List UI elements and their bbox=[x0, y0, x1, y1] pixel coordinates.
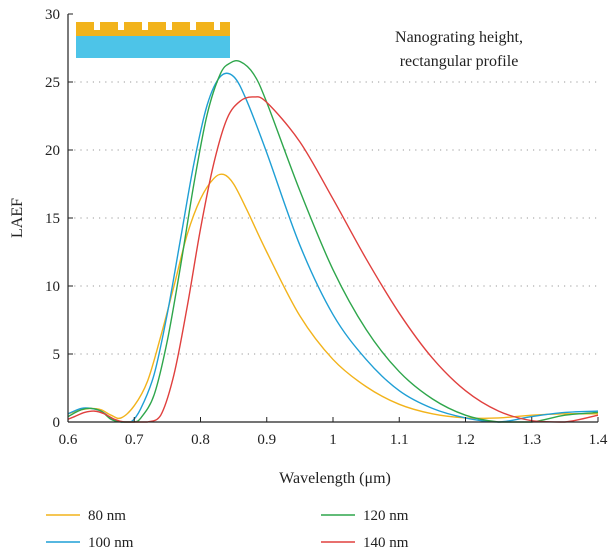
y-tick-label: 20 bbox=[45, 143, 60, 159]
annotation-line-1: Nanograting height, bbox=[395, 29, 523, 46]
x-tick-label: 1.3 bbox=[522, 432, 541, 448]
y-tick-label: 5 bbox=[53, 347, 61, 363]
annotation-line-2: rectangular profile bbox=[400, 53, 519, 70]
y-tick-label: 30 bbox=[45, 7, 60, 23]
x-tick-label: 1.2 bbox=[456, 432, 475, 448]
legend-label: 120 nm bbox=[363, 508, 409, 524]
series-line-80-nm bbox=[67, 173, 599, 420]
x-tick-label: 1.1 bbox=[390, 432, 409, 448]
x-axis-label: Wavelength (μm) bbox=[279, 470, 391, 487]
nanograting-schematic bbox=[76, 22, 230, 58]
substrate-layer bbox=[76, 36, 230, 58]
x-tick-label: 0.8 bbox=[191, 432, 210, 448]
axes bbox=[67, 13, 599, 423]
y-tick-label: 15 bbox=[45, 211, 60, 227]
series-lines bbox=[67, 59, 599, 423]
legend-label: 140 nm bbox=[363, 535, 409, 551]
x-tick-label: 1.4 bbox=[589, 432, 608, 448]
y-axis-label: LAEF bbox=[9, 198, 26, 238]
y-tick-label: 10 bbox=[45, 279, 60, 295]
x-tick-label: 0.9 bbox=[257, 432, 276, 448]
series-line-140-nm bbox=[67, 96, 599, 423]
y-tick-label: 0 bbox=[53, 415, 61, 431]
x-tick-label: 0.6 bbox=[59, 432, 78, 448]
y-tick-label: 25 bbox=[45, 75, 60, 91]
series-line-120-nm bbox=[67, 59, 599, 423]
x-tick-label: 0.7 bbox=[125, 432, 144, 448]
x-tick-label: 1 bbox=[329, 432, 337, 448]
legend: 80 nm 100 nm 120 nm 140 nm bbox=[46, 508, 409, 551]
tick-labels: 0 5 10 15 20 25 30 0.6 0.7 0.8 0.9 1 1.1 1.2 1.3 1.4 bbox=[45, 7, 608, 448]
grating-layer bbox=[76, 22, 230, 36]
series-line-100-nm bbox=[67, 72, 599, 423]
legend-label: 80 nm bbox=[88, 508, 126, 524]
legend-label: 100 nm bbox=[88, 535, 134, 551]
